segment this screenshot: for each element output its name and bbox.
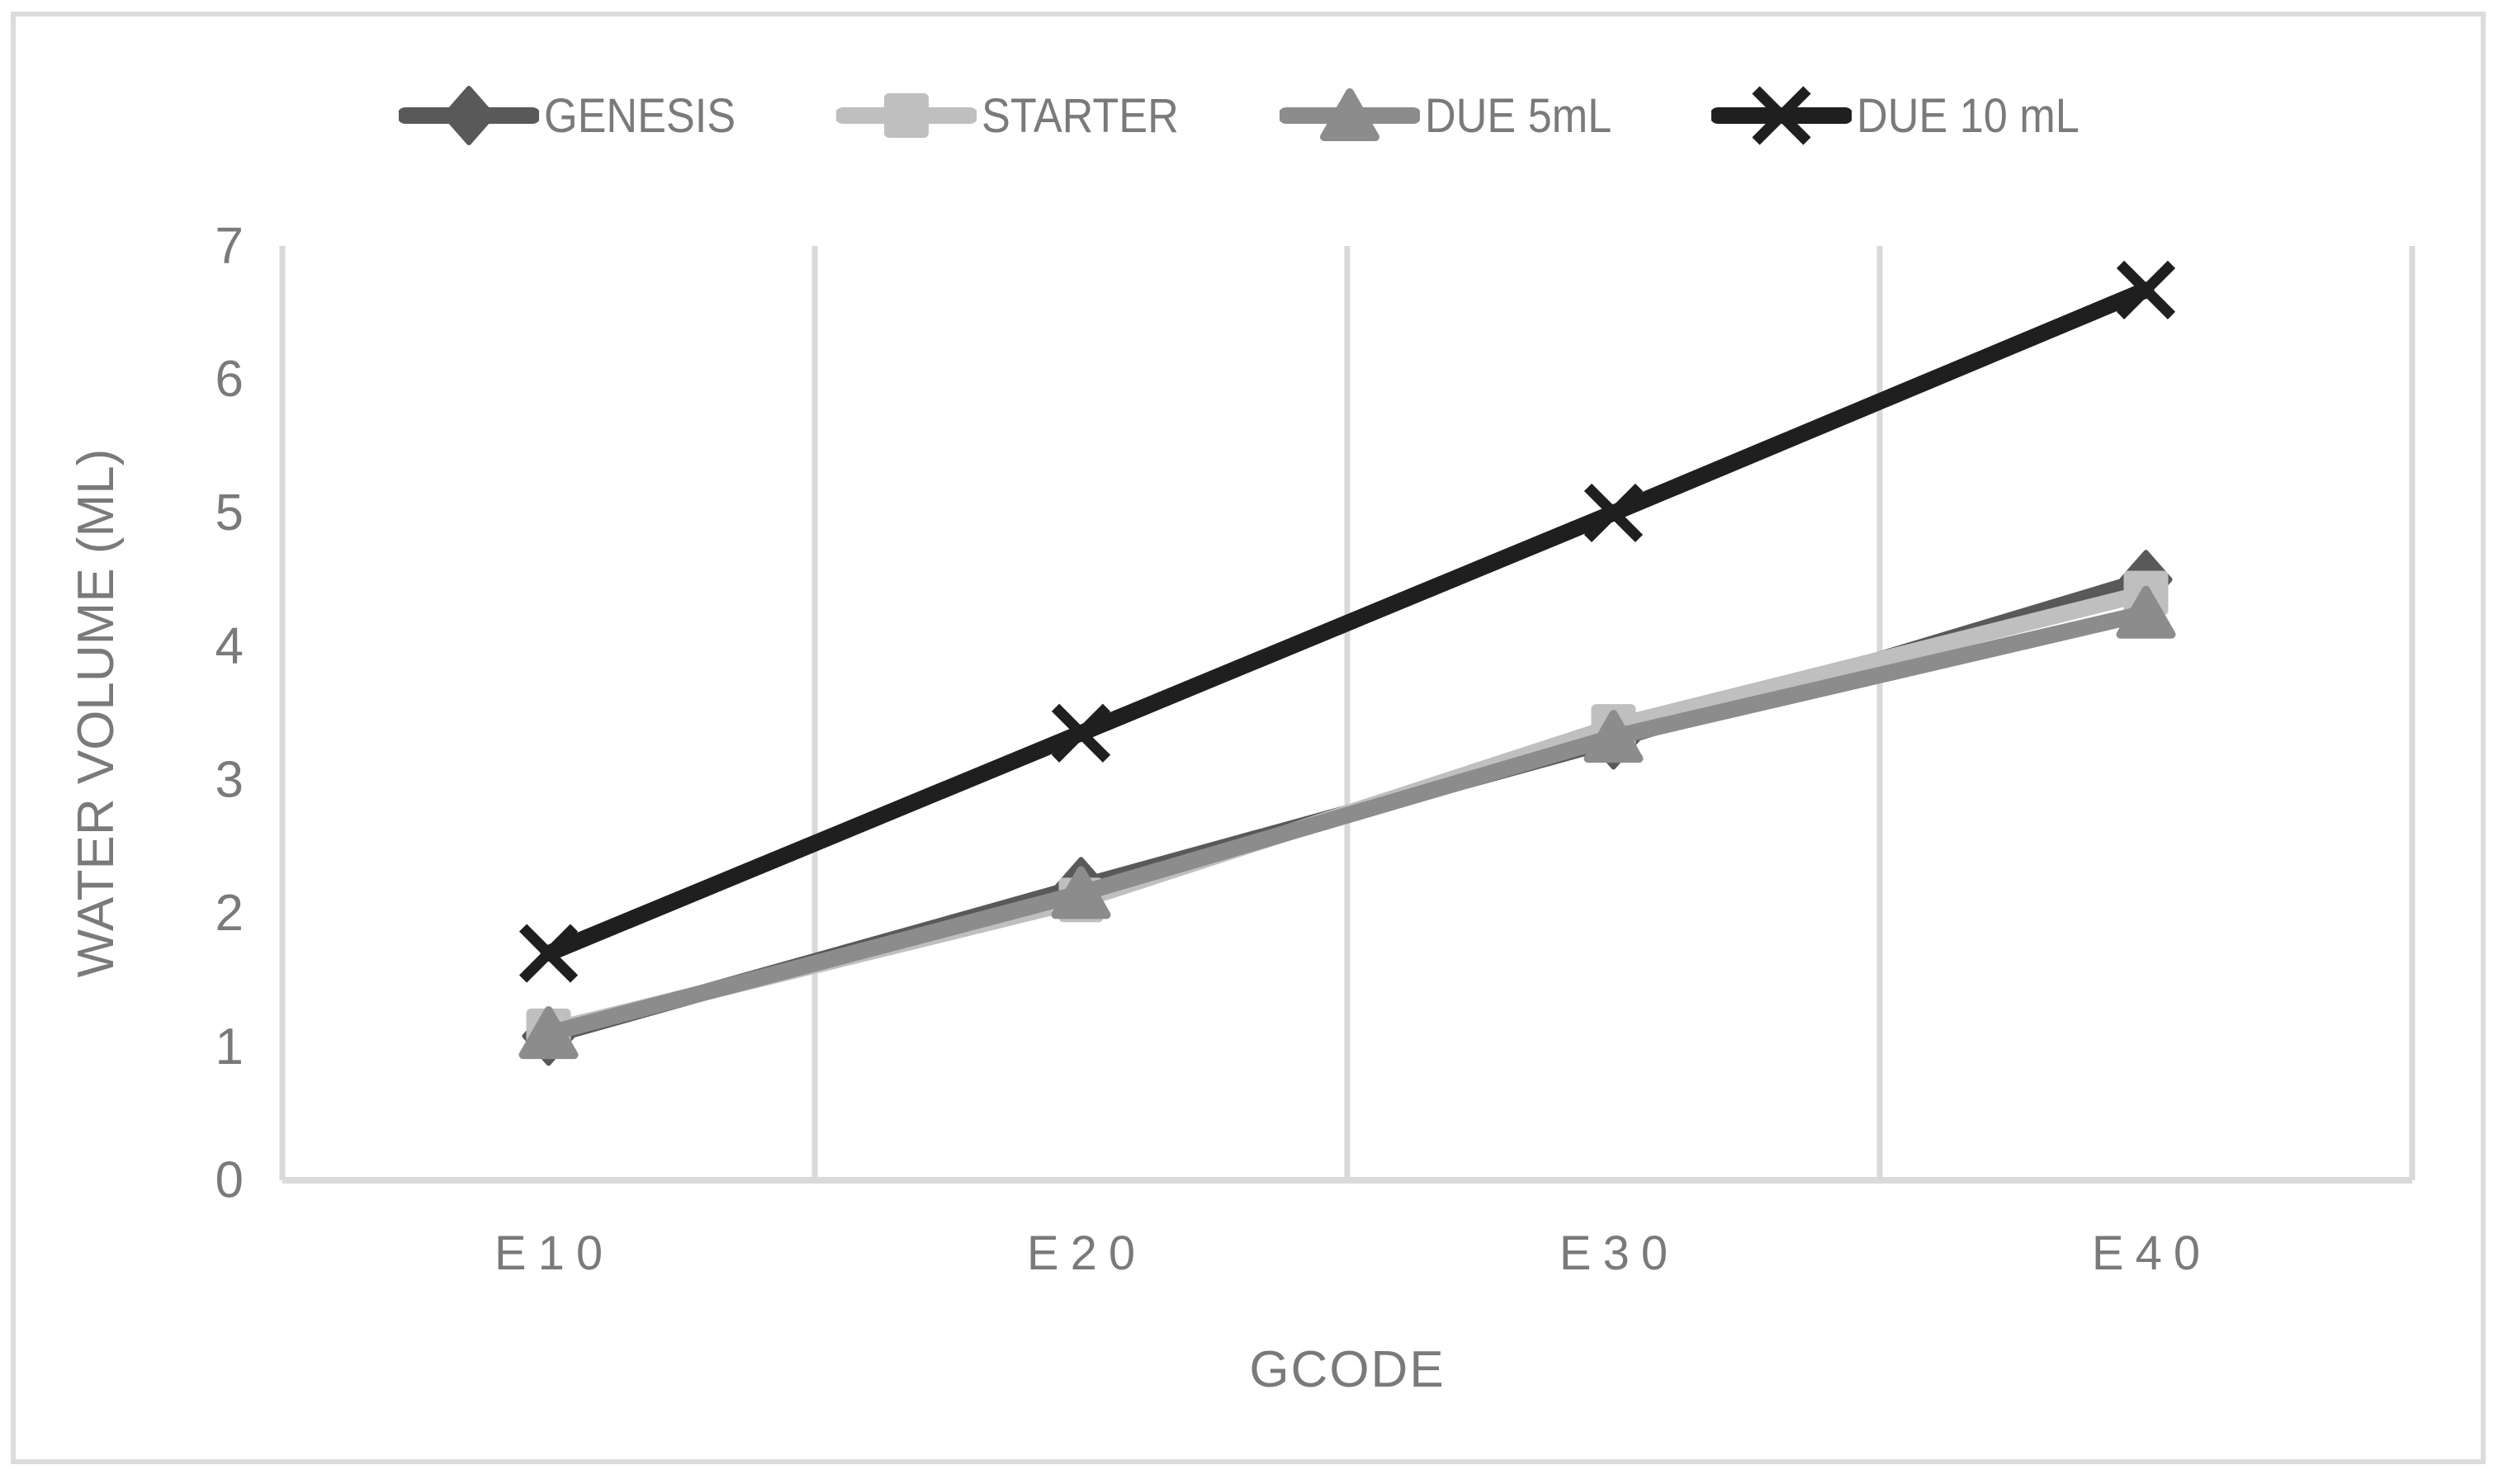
y-tick-label: 4 [215,618,244,675]
legend-label: GENESIS [543,88,736,143]
x-axis-title: GCODE [1249,1341,1445,1398]
y-tick-label: 6 [215,351,244,408]
legend-item-starter: STARTER [835,83,1200,149]
legend-swatch-diamond-icon [398,86,539,145]
gridlines [279,246,2415,1180]
square-marker-icon [883,93,929,138]
series-layer [518,260,2176,1066]
triangle-marker-icon [518,1006,579,1060]
x-marker-icon [1583,483,1644,543]
y-tick-label: 7 [215,218,244,275]
series-due-10-ml [518,260,2176,983]
legend-label: DUE 5mL [1425,88,1612,143]
y-tick-label: 0 [215,1152,244,1209]
diamond-marker-icon [442,86,495,145]
legend-label: STARTER [981,88,1179,143]
x-tick-label: E30 [1559,1226,1679,1280]
series-due-5ml [518,585,2176,1060]
chart-frame [11,12,2486,1464]
x-marker-icon [1752,86,1812,145]
legend-label: DUE 10 mL [1857,88,2080,143]
x-tick-label: E10 [494,1226,614,1280]
y-tick-label: 2 [215,885,244,942]
x-tick-label: E20 [1027,1226,1147,1280]
legend: GENESIS STARTER DUE 5mL DUE 10 mL [0,83,2503,149]
legend-swatch-x-icon [1711,86,1852,145]
x-marker-icon [2116,260,2176,319]
x-marker-icon [518,924,579,983]
y-tick-label: 3 [215,751,244,808]
legend-item-genesis: GENESIS [398,83,757,149]
triangle-marker-icon [2116,585,2176,639]
legend-swatch-square-icon [835,93,977,138]
x-marker-icon [1051,703,1111,763]
x-tick-label: E40 [2092,1226,2212,1280]
legend-item-due-5ml: DUE 5mL [1280,83,1632,149]
triangle-marker-icon [1583,710,1644,763]
legend-swatch-triangle-icon [1280,88,1420,141]
y-tick-label: 5 [215,484,244,541]
triangle-marker-icon [1051,866,1111,919]
series-line [540,281,2155,962]
y-axis-title: WATER VOLUME (ML) [68,449,125,978]
y-tick-labels: 0 1 2 3 4 5 6 7 [215,218,244,1209]
x-tick-labels: E10 E20 E30 E40 [494,1226,2212,1280]
y-tick-label: 1 [215,1018,244,1075]
triangle-marker-icon [1320,88,1379,141]
series-line [540,604,2155,1042]
legend-item-due-10-ml: DUE 10 mL [1711,83,2104,149]
